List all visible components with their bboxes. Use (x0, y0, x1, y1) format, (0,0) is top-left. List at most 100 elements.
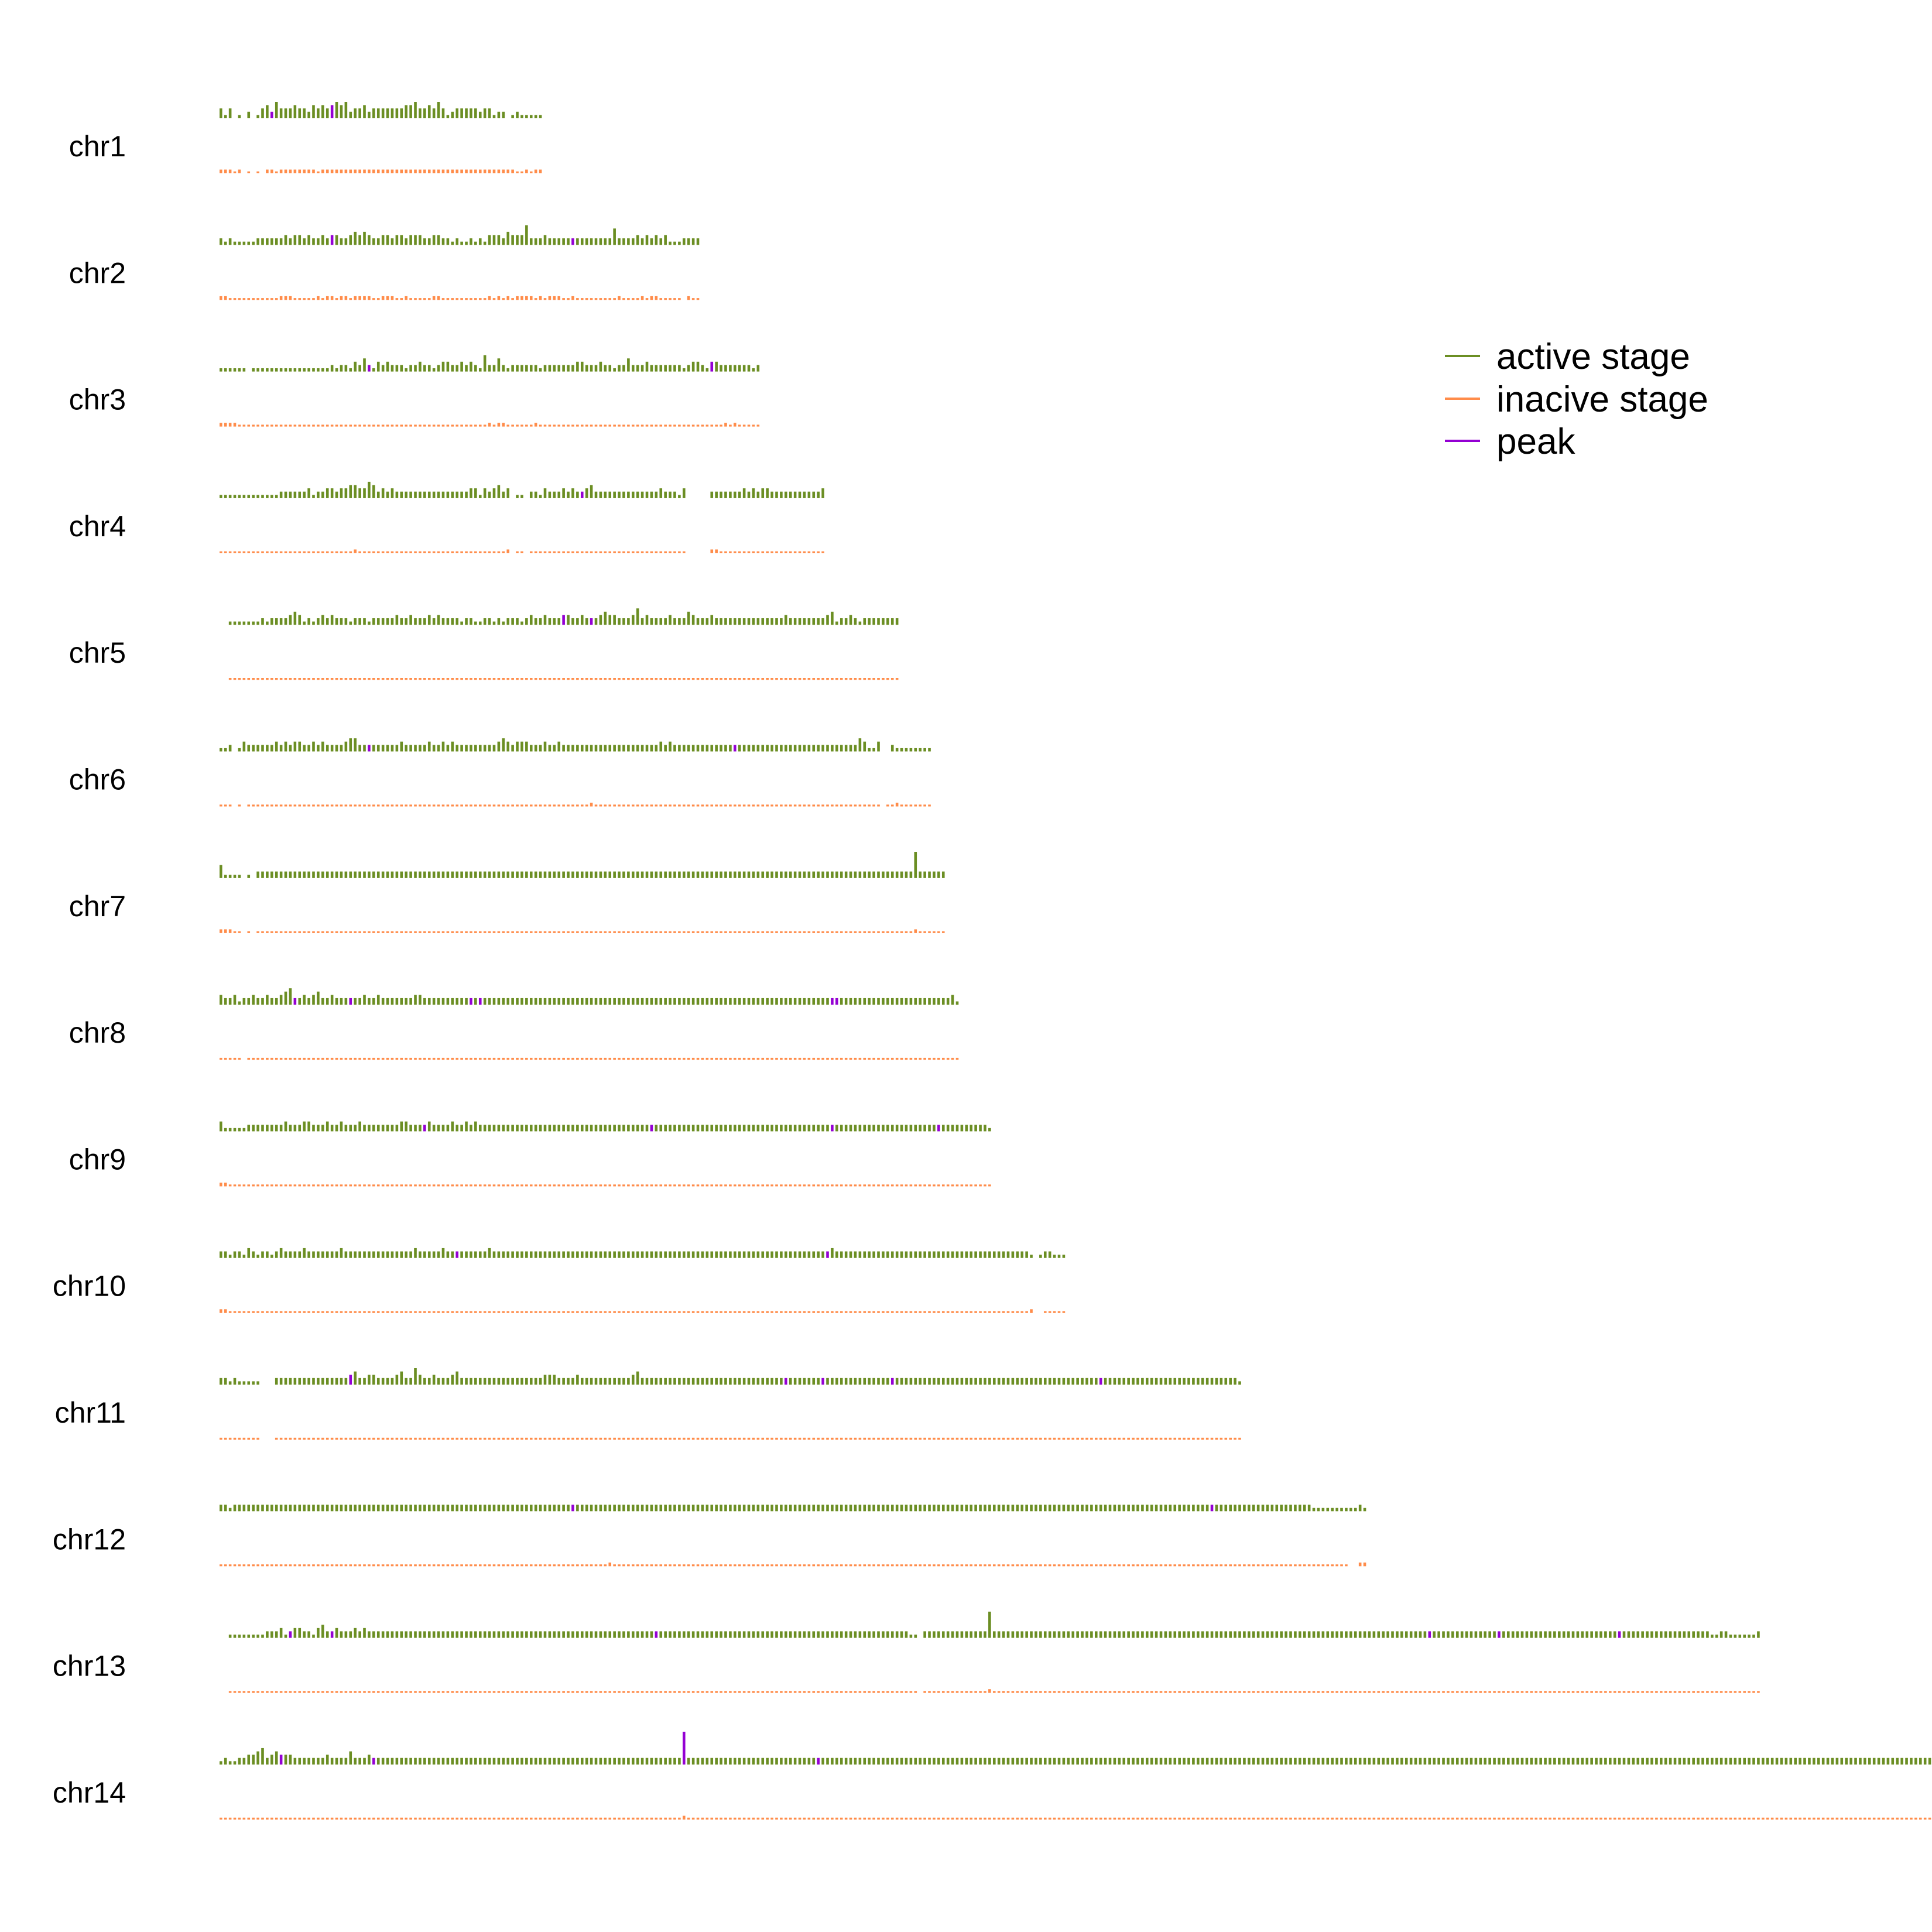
active-bar (312, 871, 315, 878)
inactive-bar (951, 1691, 954, 1693)
inactive-bar (460, 1057, 463, 1060)
active-bar (664, 491, 667, 498)
inactive-bar (608, 1691, 612, 1693)
inactive-bar (645, 804, 649, 807)
inactive-bar (1382, 1691, 1385, 1693)
inactive-bar (478, 424, 482, 427)
inactive-bar (543, 1311, 547, 1313)
active-bar (886, 1631, 889, 1638)
inactive-bar (1224, 1437, 1228, 1440)
inactive-bar (358, 1311, 361, 1313)
active-bar (1224, 1378, 1228, 1385)
active-bar (326, 1251, 329, 1258)
inactive-bar (678, 1184, 681, 1187)
active-bar (317, 491, 320, 498)
active-bar (909, 1635, 913, 1638)
inactive-bar (368, 1817, 371, 1820)
inactive-bar (279, 1817, 283, 1820)
active-bar (293, 491, 297, 498)
active-bar (992, 1758, 996, 1765)
inactive-bar (882, 1691, 885, 1693)
active-bar (752, 1125, 755, 1132)
active-bar (1057, 1378, 1061, 1385)
active-bar (548, 491, 551, 498)
active-bar (395, 491, 399, 498)
inactive-bar (673, 1691, 676, 1693)
active-bar (770, 1251, 773, 1258)
active-bar (618, 1378, 621, 1385)
active-bar (1020, 1505, 1024, 1512)
active-bar (696, 1125, 700, 1132)
inactive-bar (395, 1564, 399, 1567)
active-bar (1053, 1378, 1056, 1385)
active-bar (618, 1631, 621, 1638)
active-bar (358, 1505, 361, 1512)
active-bar (1234, 1758, 1236, 1765)
track-chr9: chr9 (69, 1121, 991, 1187)
active-bar (376, 361, 380, 372)
active-bar (627, 1505, 630, 1512)
inactive-bar (390, 804, 394, 807)
inactive-bar (478, 1817, 482, 1820)
active-bar (289, 1251, 292, 1258)
active-bar (220, 995, 222, 1005)
inactive-bar (882, 1817, 885, 1820)
inactive-bar (312, 678, 315, 680)
active-bar (284, 235, 287, 245)
active-bar (599, 615, 602, 625)
active-bar (766, 998, 769, 1005)
active-bar (618, 998, 621, 1005)
active-bar (478, 111, 482, 118)
inactive-bar (1469, 1691, 1473, 1693)
active-bar (701, 1125, 704, 1132)
active-bar (1891, 1758, 1895, 1765)
active-bar (423, 1631, 426, 1638)
active-bar (631, 365, 635, 372)
active-bar (720, 745, 722, 752)
inactive-bar (960, 1817, 964, 1820)
active-bar (691, 1378, 695, 1385)
active-bar (1248, 1505, 1251, 1512)
active-bar (752, 368, 755, 372)
track-chr12: chr12 (53, 1505, 1366, 1567)
inactive-bar (525, 1057, 528, 1060)
inactive-bar (548, 1057, 551, 1060)
inactive-bar (363, 1311, 366, 1313)
inactive-bar (1210, 1564, 1214, 1567)
inactive-bar (372, 678, 375, 680)
active-bar (835, 621, 838, 625)
inactive-bar (1104, 1564, 1107, 1567)
inactive-bar (1692, 1691, 1695, 1693)
active-bar (381, 618, 385, 625)
inactive-bar (882, 1311, 885, 1313)
active-bar (368, 871, 371, 878)
inactive-bar (599, 1817, 602, 1820)
active-bar (1331, 1508, 1334, 1512)
active-bar (645, 745, 649, 752)
inactive-bar (1011, 1311, 1015, 1313)
active-bar (427, 105, 431, 118)
active-bar (534, 115, 537, 118)
peak-bar (817, 1758, 820, 1765)
inactive-bar (349, 169, 352, 173)
active-bar (895, 618, 899, 625)
inactive-bar (659, 551, 663, 553)
inactive-bar (613, 1817, 616, 1820)
active-bar (539, 238, 542, 245)
active-bar (400, 1505, 403, 1512)
inactive-bar (683, 1564, 686, 1567)
inactive-bar (900, 1691, 903, 1693)
inactive-bar (645, 931, 649, 933)
inactive-bar (955, 1311, 959, 1313)
active-bar (701, 1251, 704, 1258)
active-bar (1043, 1631, 1047, 1638)
active-bar (307, 1505, 310, 1512)
active-bar (279, 1248, 283, 1258)
inactive-bar (293, 424, 297, 427)
active-bar (1757, 1631, 1760, 1638)
inactive-bar (984, 1564, 986, 1567)
active-bar (317, 1378, 320, 1385)
inactive-bar (756, 1437, 760, 1440)
inactive-bar (590, 298, 593, 300)
inactive-bar (557, 1437, 561, 1440)
